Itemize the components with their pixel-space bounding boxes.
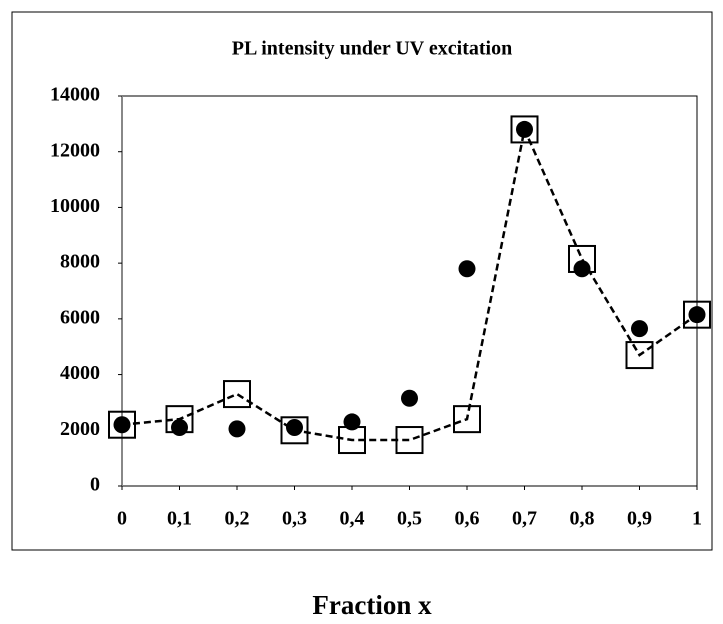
square-marker xyxy=(223,380,251,409)
square-marker xyxy=(453,405,481,434)
circle-marker xyxy=(171,419,188,436)
square-marker xyxy=(625,341,654,370)
x-tick-label: 0,8 xyxy=(570,508,595,530)
square-marker xyxy=(108,410,136,439)
square-marker xyxy=(683,300,711,329)
circle-marker xyxy=(573,260,591,278)
square-marker xyxy=(510,115,539,144)
x-tick-label: 0,1 xyxy=(167,508,192,530)
y-tick-label: 2000 xyxy=(60,418,100,440)
x-tick-label: 0,6 xyxy=(455,508,480,530)
x-tick-label: 0,4 xyxy=(340,508,365,530)
y-tick-label: 4000 xyxy=(60,362,100,384)
y-tick-label: 0 xyxy=(90,474,100,496)
y-tick-label: 8000 xyxy=(60,251,100,273)
x-tick-label: 0,7 xyxy=(512,508,537,530)
x-tick-label: 0,9 xyxy=(627,508,652,530)
x-tick-label: 0,2 xyxy=(225,508,250,530)
circle-marker xyxy=(458,260,476,278)
chart-title: PL intensity under UV excitation xyxy=(232,38,512,60)
square-marker xyxy=(568,244,596,273)
x-axis-title: Fraction x xyxy=(312,590,432,620)
y-tick-label: 14000 xyxy=(50,84,100,106)
circle-marker xyxy=(401,389,418,407)
y-tick-label: 12000 xyxy=(50,139,100,161)
square-marker xyxy=(395,426,424,455)
x-tick-label: 0 xyxy=(117,508,127,530)
chart-border xyxy=(11,11,713,551)
x-tick-label: 0,3 xyxy=(282,508,307,530)
square-marker xyxy=(280,416,309,445)
x-tick-label: 0,5 xyxy=(397,508,422,530)
x-tick-label: 1 xyxy=(692,508,702,530)
circle-marker xyxy=(631,320,648,338)
square-marker xyxy=(338,426,366,455)
y-tick-label: 10000 xyxy=(50,195,100,217)
series-line xyxy=(121,125,698,442)
square-marker xyxy=(165,405,194,434)
y-tick-label: 6000 xyxy=(60,306,100,328)
circle-marker xyxy=(228,420,246,438)
